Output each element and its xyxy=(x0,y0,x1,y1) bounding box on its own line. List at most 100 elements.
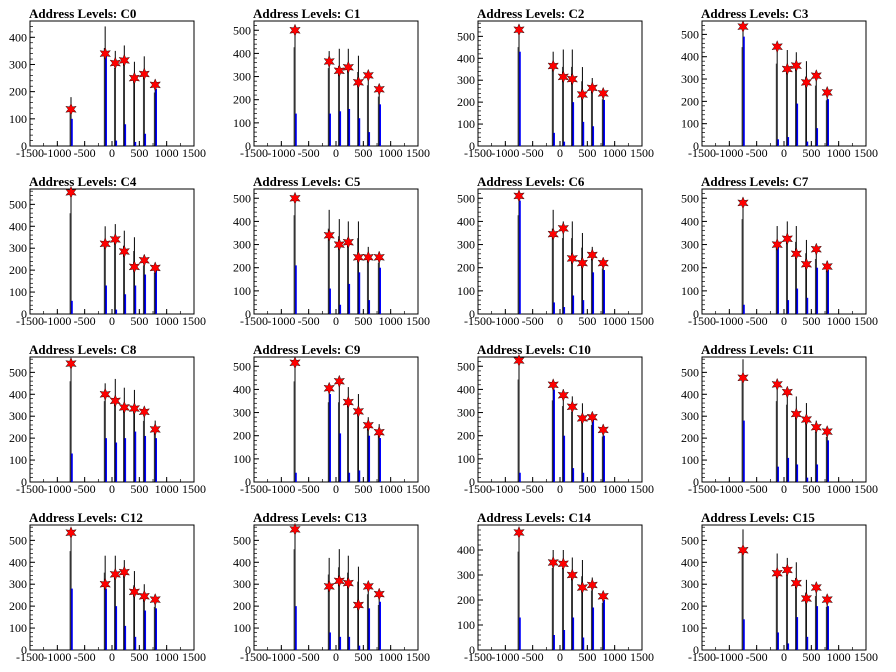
y-tick-label: 400 xyxy=(681,214,699,228)
x-tick-label: 500 xyxy=(354,482,372,496)
x-tick-label: -1500 xyxy=(240,482,268,496)
x-tick-label: -1500 xyxy=(464,146,492,160)
peak-marker xyxy=(128,260,141,274)
y-tick-label: 0 xyxy=(693,475,699,489)
y-tick-label: 500 xyxy=(9,365,27,379)
y-tick-label: 200 xyxy=(457,429,475,443)
x-tick-label: 500 xyxy=(802,482,820,496)
x-tick-label: -500 xyxy=(746,314,768,328)
x-tick-label: -1500 xyxy=(688,650,716,664)
y-tick-label: 500 xyxy=(233,533,251,547)
peak-marker xyxy=(576,256,589,270)
x-tick-label: -1500 xyxy=(688,146,716,160)
y-tick-label: 500 xyxy=(457,359,475,373)
y-tick-label: 300 xyxy=(233,70,251,84)
y-tick-label: 300 xyxy=(681,238,699,252)
y-tick-label: 500 xyxy=(681,191,699,205)
x-tick-label: -1500 xyxy=(16,650,44,664)
x-tick-label: -1000 xyxy=(267,314,295,328)
peak-marker xyxy=(821,85,833,99)
y-tick-label: 200 xyxy=(457,593,475,607)
peak-marker xyxy=(65,185,77,199)
peak-marker xyxy=(289,23,301,37)
x-tick-label: -1000 xyxy=(491,146,519,160)
x-tick-label: 1500 xyxy=(182,146,206,160)
x-tick-label: 0 xyxy=(781,146,787,160)
x-tick-label: -1000 xyxy=(43,482,71,496)
y-tick-label: 400 xyxy=(9,219,27,233)
peak-marker xyxy=(547,378,559,392)
peak-marker xyxy=(557,221,569,235)
x-tick-label: 1000 xyxy=(827,146,851,160)
x-tick-label: -1500 xyxy=(464,482,492,496)
x-tick-label: -1000 xyxy=(491,650,519,664)
y-tick-label: 200 xyxy=(233,429,251,443)
x-tick-label: -500 xyxy=(298,146,320,160)
chart-title: Address Levels: C0 xyxy=(29,6,136,21)
chart-panel-7: Address Levels: C70100200300400500-1500-… xyxy=(681,174,878,328)
x-tick-label: 1500 xyxy=(630,482,654,496)
peak-marker xyxy=(362,418,374,432)
y-tick-label: 400 xyxy=(233,382,251,396)
x-tick-label: -500 xyxy=(298,650,320,664)
x-tick-label: 500 xyxy=(130,146,148,160)
y-tick-label: 0 xyxy=(693,643,699,657)
peak-marker xyxy=(362,68,374,82)
y-tick-label: 400 xyxy=(9,387,27,401)
peak-marker xyxy=(810,69,822,83)
y-tick-label: 0 xyxy=(21,643,27,657)
x-tick-label: 1500 xyxy=(182,314,206,328)
x-tick-label: 1000 xyxy=(827,314,851,328)
peak-marker xyxy=(342,576,354,590)
chart-panel-8: Address Levels: C80100200300400500-1500-… xyxy=(9,342,206,496)
peak-marker xyxy=(118,565,130,579)
peak-marker xyxy=(149,78,161,92)
x-tick-label: -1000 xyxy=(715,482,743,496)
peak-marker xyxy=(352,404,365,418)
x-tick-label: -500 xyxy=(522,650,544,664)
y-tick-label: 200 xyxy=(9,599,27,613)
x-tick-label: -500 xyxy=(74,482,96,496)
x-tick-label: 1000 xyxy=(155,146,179,160)
plot-frame xyxy=(253,524,419,651)
x-tick-label: 1000 xyxy=(155,482,179,496)
x-tick-label: -500 xyxy=(746,146,768,160)
x-tick-label: 1500 xyxy=(406,482,430,496)
x-tick-label: 0 xyxy=(557,146,563,160)
peak-marker xyxy=(800,257,813,271)
y-tick-label: 300 xyxy=(457,73,475,87)
x-tick-label: 1500 xyxy=(630,650,654,664)
y-tick-label: 0 xyxy=(21,307,27,321)
y-tick-label: 200 xyxy=(9,431,27,445)
peak-marker xyxy=(352,250,365,264)
x-tick-label: -500 xyxy=(522,482,544,496)
peak-marker xyxy=(513,23,525,37)
x-tick-label: 500 xyxy=(130,482,148,496)
peak-marker xyxy=(800,591,813,606)
chart-panel-5: Address Levels: C50100200300400500-1500-… xyxy=(233,174,430,328)
y-tick-label: 100 xyxy=(681,284,699,298)
peak-marker xyxy=(109,232,121,246)
plot-frame xyxy=(701,188,867,315)
chart-title: Address Levels: C8 xyxy=(29,342,137,357)
x-tick-label: 0 xyxy=(557,314,563,328)
y-tick-label: 0 xyxy=(469,643,475,657)
y-tick-label: 100 xyxy=(9,285,27,299)
y-tick-label: 0 xyxy=(245,307,251,321)
peak-marker xyxy=(138,405,150,419)
peak-marker xyxy=(771,377,783,391)
y-tick-label: 200 xyxy=(233,261,251,275)
y-tick-label: 0 xyxy=(245,139,251,153)
y-tick-label: 500 xyxy=(457,191,475,205)
peak-marker xyxy=(790,407,802,421)
x-tick-label: 0 xyxy=(557,482,563,496)
x-tick-label: -1500 xyxy=(16,146,44,160)
x-tick-label: -1500 xyxy=(688,482,716,496)
peak-marker xyxy=(821,593,833,607)
peak-marker xyxy=(149,593,161,607)
y-tick-label: 200 xyxy=(457,95,475,109)
peak-marker xyxy=(99,387,111,401)
y-tick-label: 500 xyxy=(9,197,27,211)
plot-frame xyxy=(29,356,195,483)
chart-title: Address Levels: C11 xyxy=(701,342,814,357)
